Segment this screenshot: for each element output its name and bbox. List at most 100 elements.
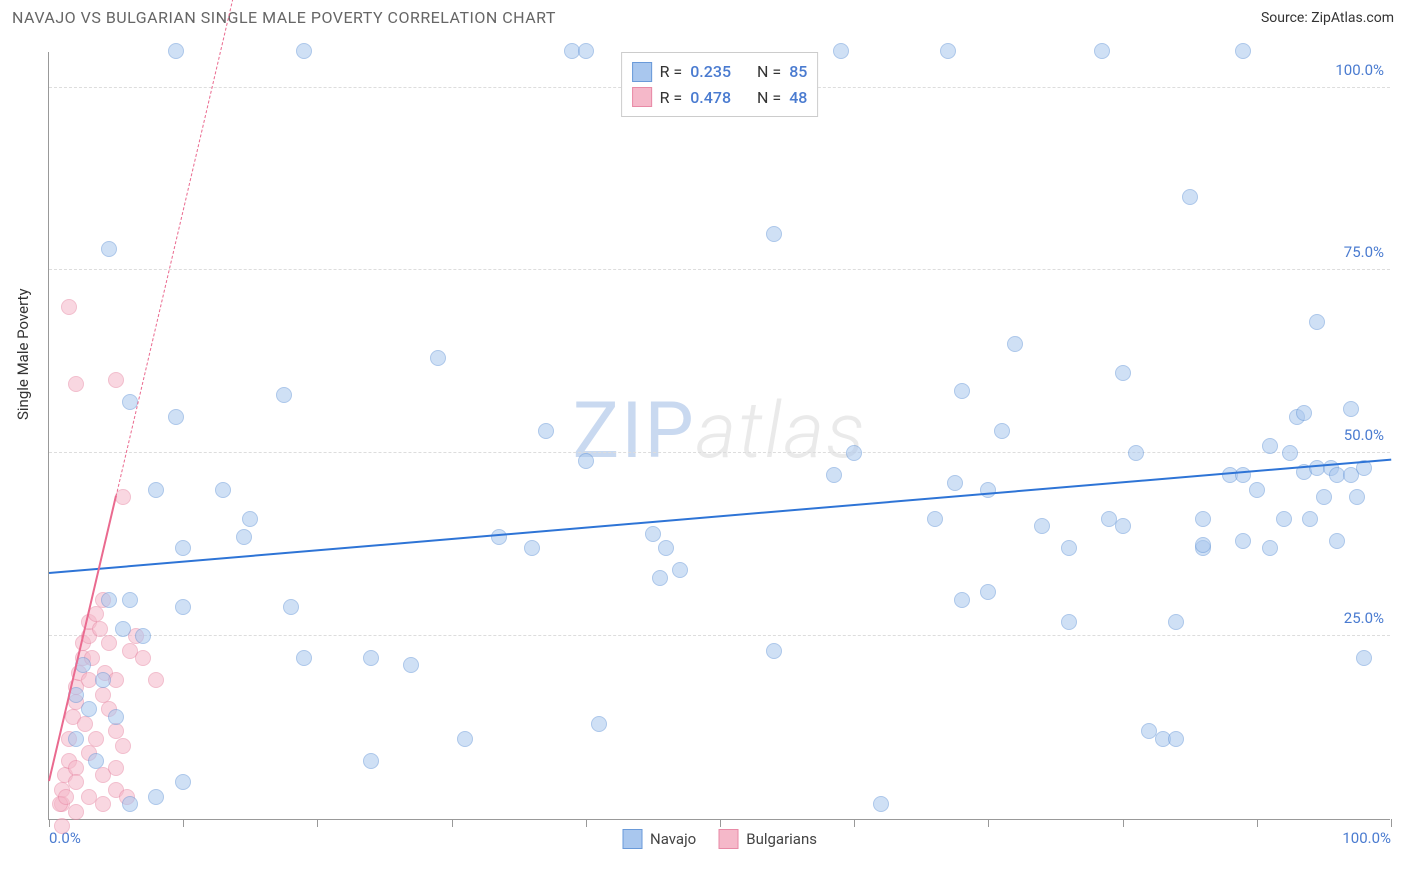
- data-point: [95, 687, 111, 703]
- data-point: [947, 475, 963, 491]
- data-point: [88, 753, 104, 769]
- data-point: [954, 383, 970, 399]
- x-tick: [317, 819, 318, 827]
- data-point: [296, 650, 312, 666]
- data-point: [578, 43, 594, 59]
- data-point: [175, 599, 191, 615]
- data-point: [652, 570, 668, 586]
- n-label: N =: [757, 85, 781, 111]
- data-point: [68, 760, 84, 776]
- data-point: [108, 723, 124, 739]
- data-point: [101, 241, 117, 257]
- data-point: [68, 774, 84, 790]
- data-point: [92, 621, 108, 637]
- data-point: [873, 796, 889, 812]
- data-point: [1262, 540, 1278, 556]
- x-tick: [720, 819, 721, 827]
- data-point: [88, 731, 104, 747]
- n-value: 85: [789, 59, 807, 85]
- data-point: [826, 467, 842, 483]
- n-value: 48: [789, 85, 807, 111]
- data-point: [524, 540, 540, 556]
- legend-swatch: [622, 829, 642, 849]
- data-point: [54, 818, 70, 834]
- data-point: [1249, 482, 1265, 498]
- data-point: [1316, 489, 1332, 505]
- data-point: [81, 701, 97, 717]
- data-point: [1195, 511, 1211, 527]
- trend-line: [116, 0, 265, 496]
- data-point: [1094, 43, 1110, 59]
- data-point: [846, 445, 862, 461]
- data-point: [148, 672, 164, 688]
- data-point: [1168, 614, 1184, 630]
- data-point: [61, 299, 77, 315]
- legend-label: Bulgarians: [746, 830, 817, 848]
- gridline: [49, 635, 1390, 636]
- data-point: [1182, 189, 1198, 205]
- x-tick: [586, 819, 587, 827]
- data-point: [833, 43, 849, 59]
- data-point: [1262, 438, 1278, 454]
- x-tick: [452, 819, 453, 827]
- x-tick: [988, 819, 989, 827]
- x-tick: [1391, 819, 1392, 827]
- data-point: [108, 709, 124, 725]
- data-point: [645, 526, 661, 542]
- data-point: [1276, 511, 1292, 527]
- legend-label: Navajo: [650, 830, 696, 848]
- data-point: [108, 372, 124, 388]
- series-legend: Navajo Bulgarians: [622, 829, 817, 849]
- data-point: [1168, 731, 1184, 747]
- y-tick-label: 100.0%: [1335, 61, 1384, 79]
- gridline: [49, 452, 1390, 453]
- data-point: [430, 350, 446, 366]
- data-point: [766, 643, 782, 659]
- data-point: [994, 423, 1010, 439]
- x-tick: [1123, 819, 1124, 827]
- data-point: [1061, 540, 1077, 556]
- legend-swatch: [718, 829, 738, 849]
- data-point: [672, 562, 688, 578]
- data-point: [68, 376, 84, 392]
- data-point: [168, 409, 184, 425]
- y-tick-label: 75.0%: [1344, 243, 1384, 261]
- data-point: [1329, 533, 1345, 549]
- data-point: [591, 716, 607, 732]
- data-point: [658, 540, 674, 556]
- data-point: [148, 789, 164, 805]
- data-point: [1282, 445, 1298, 461]
- x-tick: [1257, 819, 1258, 827]
- legend-swatch: [632, 87, 652, 107]
- r-label: R =: [660, 59, 683, 85]
- data-point: [954, 592, 970, 608]
- data-point: [1296, 405, 1312, 421]
- data-point: [538, 423, 554, 439]
- data-point: [1061, 614, 1077, 630]
- data-point: [296, 43, 312, 59]
- y-tick-label: 50.0%: [1344, 426, 1384, 444]
- data-point: [491, 529, 507, 545]
- data-point: [363, 650, 379, 666]
- data-point: [77, 716, 93, 732]
- x-tick-label: 100.0%: [1342, 829, 1391, 847]
- data-point: [95, 796, 111, 812]
- data-point: [148, 482, 164, 498]
- n-label: N =: [757, 59, 781, 85]
- legend-row: R =0.478N =48: [632, 85, 808, 111]
- gridline: [49, 269, 1390, 270]
- source-label: Source: ZipAtlas.com: [1261, 10, 1394, 26]
- data-point: [927, 511, 943, 527]
- r-label: R =: [660, 85, 683, 111]
- data-point: [1235, 533, 1251, 549]
- legend-row: R =0.235N =85: [632, 59, 808, 85]
- data-point: [578, 453, 594, 469]
- data-point: [276, 387, 292, 403]
- data-point: [135, 650, 151, 666]
- data-point: [1235, 43, 1251, 59]
- data-point: [403, 657, 419, 673]
- data-point: [115, 738, 131, 754]
- data-point: [175, 774, 191, 790]
- data-point: [58, 789, 74, 805]
- data-point: [1343, 401, 1359, 417]
